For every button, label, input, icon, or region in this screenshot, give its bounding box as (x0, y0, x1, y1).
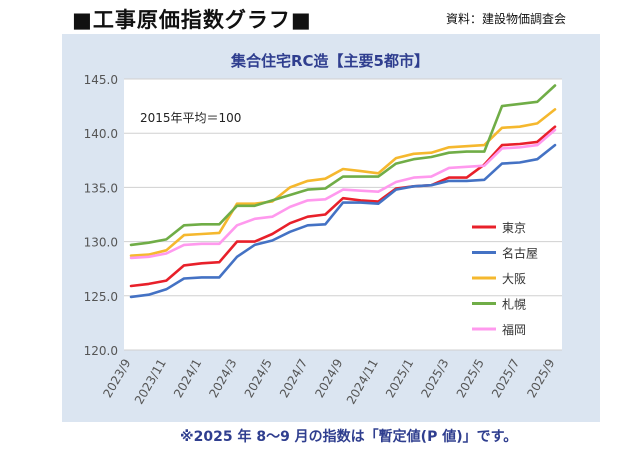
x-tick-label: 2025/9 (524, 357, 557, 401)
x-tick-label: 2024/3 (206, 357, 239, 401)
series-line (129, 108, 557, 257)
footnote: ※2025 年 8～9 月の指数は「暫定値(P 値)」です。 (180, 429, 518, 445)
y-tick-label: 125.0 (84, 290, 118, 304)
chart-title: 集合住宅RC造【主要5都市】 (230, 52, 429, 70)
x-tick-label: 2025/7 (489, 357, 522, 401)
x-tick-label: 2025/5 (454, 357, 487, 401)
legend-label: 福岡 (502, 322, 526, 337)
x-tick-label: 2025/1 (383, 357, 416, 401)
y-tick-label: 135.0 (84, 181, 118, 195)
x-tick-label: 2024/1 (171, 357, 204, 401)
legend-label: 名古屋 (502, 246, 538, 261)
legend-label: 大阪 (502, 272, 526, 286)
y-tick-label: 145.0 (84, 73, 118, 87)
x-tick-label: 2023/9 (100, 357, 133, 401)
x-tick-label: 2024/11 (344, 357, 381, 407)
x-tick-label: 2023/11 (132, 357, 169, 407)
y-tick-label: 140.0 (84, 127, 118, 141)
y-tick-label: 130.0 (84, 236, 118, 250)
x-tick-label: 2025/3 (418, 357, 451, 401)
y-tick-label: 120.0 (84, 344, 118, 358)
legend-label: 札幌 (502, 297, 526, 312)
line-chart: 集合住宅RC造【主要5都市】 120.0 125.0 130.0 135.0 140.0… (84, 52, 562, 407)
x-tick-label: 2024/7 (277, 357, 310, 401)
legend-label: 東京 (502, 221, 526, 235)
source-note: 資料：建設物価調査会 (446, 12, 567, 26)
x-tick-label: 2024/5 (242, 357, 275, 401)
series-line (129, 128, 557, 260)
x-tick-label: 2024/9 (312, 357, 345, 401)
series-line (129, 84, 557, 247)
series-line (129, 143, 557, 299)
page-title: ■工事原価指数グラフ■ (72, 8, 312, 32)
baseline-annotation: 2015年平均＝100 (140, 111, 241, 125)
chart-panel: 集合住宅RC造【主要5都市】 120.0 125.0 130.0 135.0 140.0… (62, 34, 600, 422)
